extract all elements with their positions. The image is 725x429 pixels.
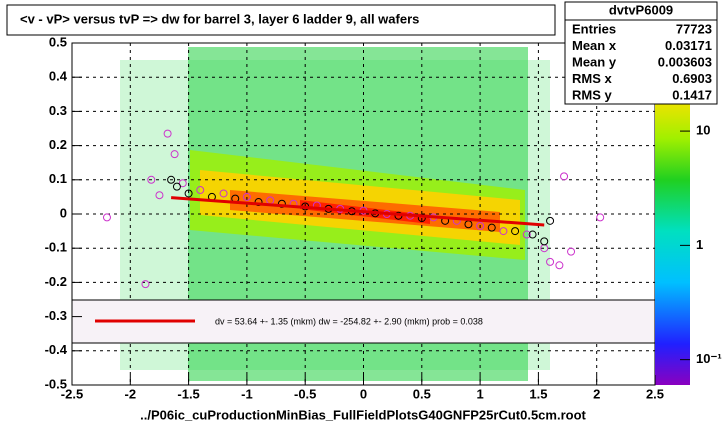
point [546, 216, 555, 225]
y-tick-label: 0 [60, 205, 67, 220]
point [170, 150, 179, 159]
point [155, 191, 164, 200]
x-tick-label: -1.5 [177, 386, 199, 401]
point [196, 186, 205, 195]
point [560, 172, 569, 181]
point [102, 213, 111, 222]
point [511, 227, 520, 236]
point [499, 227, 508, 236]
y-tick-label: -0.5 [45, 376, 67, 391]
x-tick-label: -0.5 [294, 386, 316, 401]
stats-value: 0.1417 [672, 87, 712, 102]
point [540, 237, 549, 246]
stats-value: 77723 [676, 21, 712, 36]
stats-value: 0.03171 [665, 38, 712, 53]
point [476, 221, 485, 230]
y-tick-label: 0.4 [49, 69, 68, 84]
point [567, 247, 576, 256]
x-tick-label: -2 [125, 386, 137, 401]
x-tick-label: 0 [360, 386, 367, 401]
stats-label: Mean y [572, 54, 617, 69]
z-tick-label: 1 [696, 237, 703, 252]
stats-name: dvtvP6009 [609, 2, 673, 17]
y-tick-label: -0.4 [45, 342, 68, 357]
x-tick-label: -2.5 [61, 386, 83, 401]
stats-label: RMS y [572, 87, 613, 102]
point [172, 182, 181, 191]
legend-text: dv = 53.64 +- 1.35 (mkm) dw = -254.82 +-… [215, 316, 483, 326]
y-tick-label: 0.1 [49, 171, 67, 186]
stats-value: 0.003603 [658, 54, 712, 69]
point [167, 175, 176, 184]
stats-label: Entries [572, 21, 616, 36]
point [178, 179, 187, 188]
chart-title: <v - vP> versus tvP => dw for barrel 3, … [20, 11, 419, 26]
stats-box [564, 1, 718, 105]
stats-label: RMS x [572, 71, 613, 86]
title-box [6, 4, 556, 36]
y-tick-label: -0.3 [45, 308, 67, 323]
x-tick-label: 1 [476, 386, 483, 401]
x-tick-label: -1 [241, 386, 253, 401]
point [141, 280, 150, 289]
x-axis-label: ../P06ic_cuProductionMinBias_FullFieldPl… [140, 407, 586, 422]
y-tick-label: -0.1 [45, 240, 67, 255]
point [555, 261, 564, 270]
point [487, 223, 496, 232]
z-tick-label: 10 [696, 123, 710, 138]
y-tick-label: 0.2 [49, 137, 67, 152]
stats-rows: Entries 77723 Mean x 0.03171 Mean y 0.003603 R… [572, 21, 712, 102]
point [147, 175, 156, 184]
x-tick-label: 2 [593, 386, 600, 401]
point [596, 213, 605, 222]
x-tick-label: 2.5 [646, 386, 664, 401]
point [163, 129, 172, 138]
stats-value: 0.6903 [672, 71, 712, 86]
point [546, 257, 555, 266]
point [254, 198, 263, 207]
point [528, 230, 537, 239]
y-tick-label: -0.2 [45, 274, 67, 289]
point [219, 189, 228, 198]
y-tick-label: 0.3 [49, 103, 67, 118]
fit-line [171, 196, 545, 227]
point [522, 230, 531, 239]
stats-label: Mean x [572, 38, 617, 53]
point [277, 199, 286, 208]
z-tick-label: 10⁻¹ [696, 351, 722, 366]
point [242, 192, 251, 201]
x-tick-label: 0.5 [413, 386, 431, 401]
point [184, 189, 193, 198]
x-tick-label: 1.5 [529, 386, 547, 401]
y-tick-label: 0.5 [49, 34, 67, 49]
